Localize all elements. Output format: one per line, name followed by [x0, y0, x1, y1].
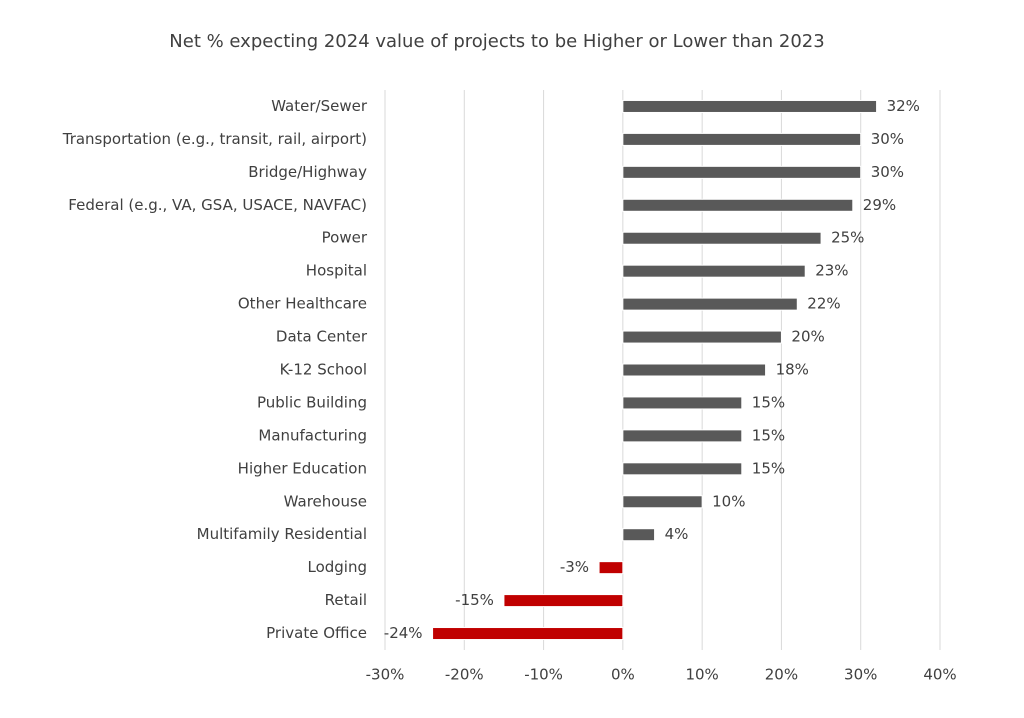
data-label: 4% [665, 525, 689, 543]
y-tick-label: Retail [325, 591, 367, 609]
x-tick-label: 30% [844, 666, 877, 684]
y-tick-label: Federal (e.g., VA, GSA, USACE, NAVFAC) [68, 196, 367, 214]
bar [622, 462, 743, 476]
data-label: 30% [871, 130, 904, 148]
x-tick-label: -20% [445, 666, 484, 684]
data-label: 30% [871, 163, 904, 181]
bar [503, 594, 624, 608]
y-tick-label: Higher Education [238, 459, 367, 477]
bar [622, 165, 862, 179]
bar [622, 297, 798, 311]
y-tick-label: Bridge/Highway [248, 163, 367, 181]
y-tick-label: Other Healthcare [238, 295, 367, 313]
data-label: 29% [863, 196, 896, 214]
data-label: -3% [560, 558, 589, 576]
x-tick-label: -10% [524, 666, 563, 684]
data-label: 15% [752, 426, 785, 444]
y-tick-label: Data Center [276, 328, 368, 346]
data-label: 20% [791, 328, 824, 346]
bar [622, 429, 743, 443]
bar [622, 264, 806, 278]
x-tick-label: -30% [366, 666, 405, 684]
y-tick-label: Private Office [266, 624, 367, 642]
bar [622, 528, 656, 542]
x-tick-label: 0% [611, 666, 635, 684]
y-tick-label: K-12 School [280, 361, 367, 379]
x-tick-label: 10% [685, 666, 718, 684]
bar [622, 396, 743, 410]
bar [622, 132, 862, 146]
y-tick-label: Warehouse [284, 492, 367, 510]
data-label: 10% [712, 492, 745, 510]
bar [432, 627, 624, 641]
y-tick-label: Hospital [306, 262, 367, 280]
chart-title: Net % expecting 2024 value of projects t… [169, 31, 824, 52]
data-label: -15% [455, 591, 494, 609]
data-label: 25% [831, 229, 864, 247]
bar [622, 99, 878, 113]
data-label: 32% [887, 97, 920, 115]
y-tick-label: Water/Sewer [271, 97, 368, 115]
data-label: 18% [776, 361, 809, 379]
bar [598, 561, 624, 575]
y-tick-label: Power [322, 229, 368, 247]
data-label: 22% [807, 295, 840, 313]
bar [622, 330, 782, 344]
data-label: 15% [752, 393, 785, 411]
y-tick-label: Manufacturing [258, 426, 367, 444]
x-tick-label: 40% [923, 666, 956, 684]
y-tick-label: Transportation (e.g., transit, rail, air… [62, 130, 367, 148]
y-tick-label: Lodging [307, 558, 367, 576]
bar [622, 198, 854, 212]
y-tick-label: Multifamily Residential [197, 525, 367, 543]
data-label: 15% [752, 459, 785, 477]
y-tick-label: Public Building [257, 393, 367, 411]
bar [622, 231, 822, 245]
x-tick-label: 20% [765, 666, 798, 684]
data-label: -24% [384, 624, 423, 642]
data-label: 23% [815, 262, 848, 280]
bar [622, 363, 767, 377]
bar [622, 495, 703, 509]
